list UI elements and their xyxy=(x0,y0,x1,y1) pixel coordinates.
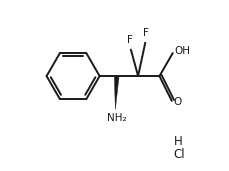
Text: F: F xyxy=(143,29,148,38)
Text: OH: OH xyxy=(174,46,190,56)
Text: NH₂: NH₂ xyxy=(107,113,126,123)
Text: Cl: Cl xyxy=(173,148,185,161)
Text: H: H xyxy=(173,135,182,148)
Text: O: O xyxy=(173,97,181,107)
Polygon shape xyxy=(114,76,119,109)
Text: F: F xyxy=(127,35,132,45)
